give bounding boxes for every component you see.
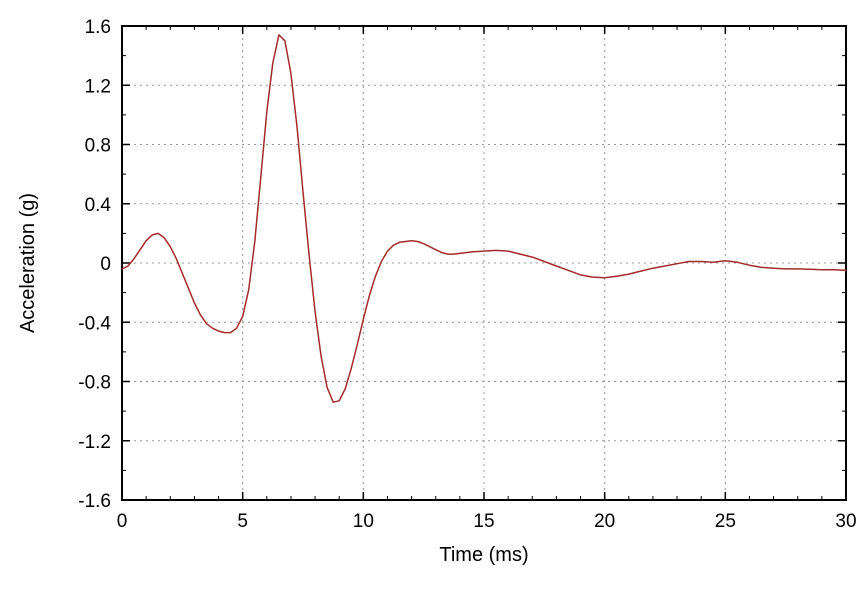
y-tick-label: -1.6 [78,491,111,512]
grid [122,26,846,500]
x-tick-label: 15 [473,511,494,532]
y-tick-label: 1.2 [85,76,111,97]
y-tick-label: 0.8 [85,136,111,157]
y-tick-label: 0 [100,254,111,275]
y-axis-label: Acceleration (g) [17,192,39,334]
x-tick-label: 0 [117,511,128,532]
y-tick-label: 0.4 [85,195,112,216]
y-tick-labels: -1.6 -1.2 -0.8 -0.4 0 0.4 0.8 1.2 1.6 [78,17,111,512]
x-axis-label: Time (ms) [439,544,529,566]
plot-border [121,25,847,501]
x-tick-label: 25 [715,511,736,532]
y-tick-label: 1.6 [85,17,111,38]
y-tick-label: -0.8 [78,373,111,394]
x-tick-label: 20 [594,511,615,532]
y-tick-label: -1.2 [78,432,111,453]
x-tick-label: 10 [353,511,374,532]
data-line [121,34,847,403]
y-tick-label: -0.4 [78,313,111,334]
x-tick-labels: 0 5 10 15 20 25 30 [117,511,857,532]
x-tick-label: 5 [237,511,248,532]
x-tick-label: 30 [835,511,856,532]
